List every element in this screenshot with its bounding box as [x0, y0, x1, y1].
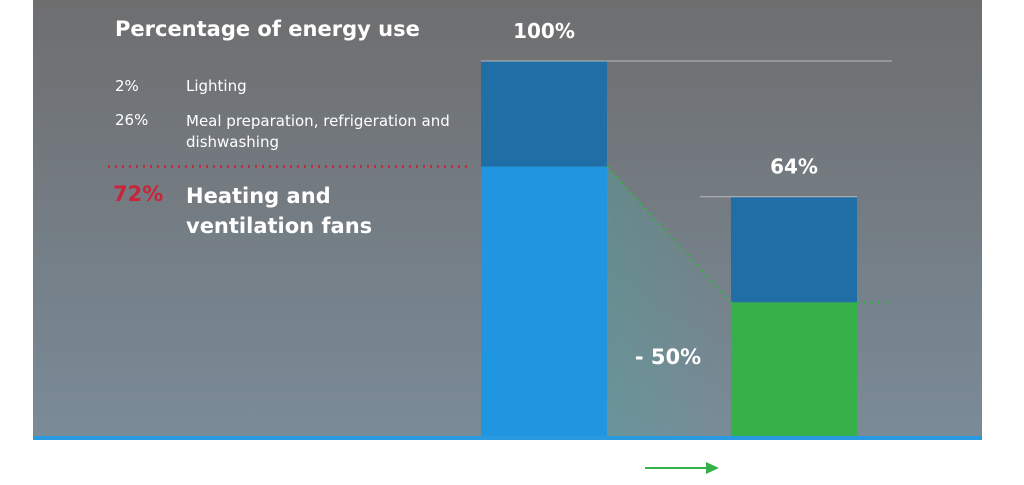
- legend-value: 2%: [115, 77, 139, 95]
- bar-segment: [731, 196, 857, 303]
- bar-segment: [481, 166, 607, 438]
- baseline: [33, 436, 982, 440]
- total-label: 100%: [513, 19, 575, 43]
- arrow-head: [706, 462, 719, 474]
- legend-value: 26%: [115, 111, 149, 129]
- bar-segment: [731, 302, 857, 438]
- legend-value: 72%: [113, 182, 164, 206]
- bar-segment: [481, 61, 607, 167]
- reduction-line: [606, 165, 732, 304]
- legend-text: Lighting: [186, 77, 247, 95]
- reduction-label: - 50%: [635, 345, 701, 369]
- legend-text: Meal preparation, refrigeration and dish…: [186, 112, 450, 151]
- total-label: 64%: [770, 155, 818, 179]
- chart-title: Percentage of energy use: [115, 17, 420, 41]
- legend-text: Heating and ventilation fans: [186, 184, 373, 238]
- reduction-area: [607, 166, 731, 438]
